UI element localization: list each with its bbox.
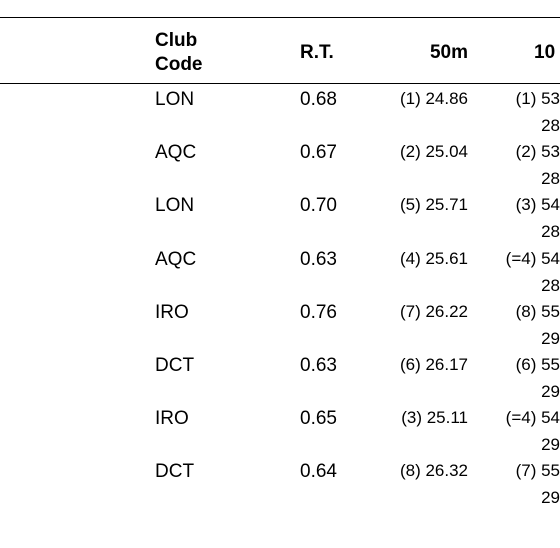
table-cell: (7) 26.22 [399, 301, 468, 321]
table-cell: 28 [541, 275, 560, 295]
table-cell: LON [155, 89, 195, 110]
header-rule [0, 83, 560, 84]
table-cell: (=4) 54 [505, 408, 560, 428]
table-cell: (3) 54 [515, 195, 560, 215]
table-cell: (1) 53 [515, 89, 560, 108]
table-cell: 0.65 [300, 408, 337, 430]
header-cell: Club Code [155, 30, 203, 75]
table-cell: IRO [155, 301, 189, 323]
table-cell: 0.76 [300, 301, 337, 323]
header-cell: 10 [534, 42, 556, 63]
top-rule [0, 17, 560, 18]
table-cell: 28 [541, 169, 560, 189]
table-cell: LON [155, 195, 195, 217]
table-cell: AQC [155, 248, 197, 270]
table-cell: (6) 55 [515, 355, 560, 374]
header-cell: 50m [429, 42, 468, 63]
table-cell: 28 [541, 222, 560, 242]
table-cell: 0.67 [300, 142, 337, 164]
table-cell: 0.70 [300, 195, 337, 217]
table-cell: (5) 25.71 [399, 195, 468, 215]
table-cell: 29 [541, 435, 560, 455]
table-cell: (2) 25.04 [399, 142, 468, 162]
table-cell: 0.68 [300, 89, 337, 110]
table-cell: (6) 26.17 [399, 355, 468, 374]
table-cell: 29 [541, 488, 560, 508]
table-cell: (7) 55 [515, 461, 560, 481]
table-cell: (2) 53 [515, 142, 560, 162]
table-cell: AQC [155, 142, 197, 164]
table-cell: 29 [541, 328, 560, 348]
table-cell: 0.64 [300, 461, 337, 483]
table-cell: 0.63 [300, 355, 337, 376]
table-cell: DCT [155, 461, 195, 483]
table-cell: (4) 25.61 [399, 248, 468, 268]
table-cell: (8) 55 [515, 301, 560, 321]
table-cell: 0.63 [300, 248, 337, 270]
table-cell: 28 [541, 116, 560, 135]
table-cell: (1) 24.86 [399, 89, 468, 108]
table-cell: (3) 25.11 [401, 408, 468, 428]
table-cell: IRO [155, 408, 189, 430]
table-cell: 29 [541, 382, 560, 401]
header-cell: R.T. [300, 42, 334, 63]
table-cell: (8) 26.32 [399, 461, 468, 481]
table-cell: (=4) 54 [505, 248, 560, 268]
table-cell: DCT [155, 355, 195, 376]
